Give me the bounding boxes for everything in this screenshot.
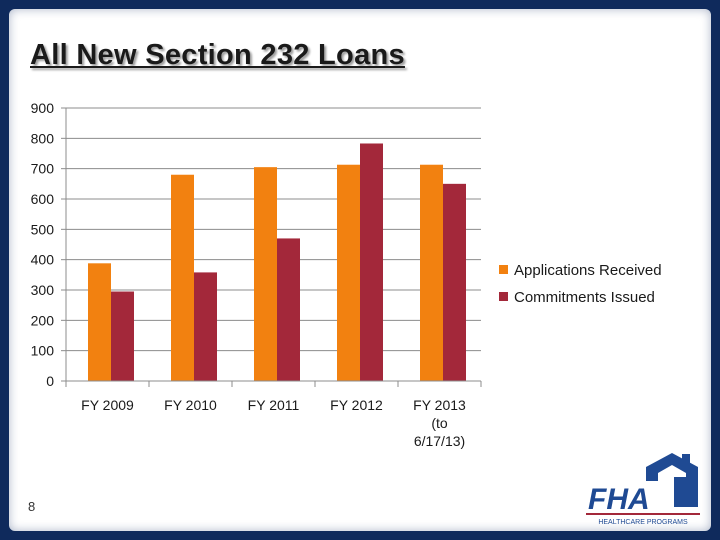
bar-applications-received (420, 164, 443, 381)
slide: All New Section 232 Loans 0 100 200 300 400 5… (9, 9, 711, 531)
y-tick-label: 800 (31, 130, 55, 146)
y-tick-label: 300 (31, 282, 55, 298)
legend: Applications Received Commitments Issued (499, 262, 662, 306)
x-tick-label: FY 2012 (330, 397, 383, 413)
x-tick-label: FY 2009 (81, 397, 134, 413)
axes (61, 107, 482, 387)
bar-applications-received (88, 263, 111, 381)
x-tick-label: (to (431, 415, 448, 431)
bar-commitments-issued (194, 272, 217, 381)
bar-chart: 0 100 200 300 400 500 600 700 800 900 FY 2009 FY 20… (31, 100, 662, 449)
y-tick-label: 600 (31, 191, 55, 207)
page-number: 8 (28, 499, 36, 514)
y-tick-label: 700 (31, 161, 55, 177)
legend-label: Applications Received (514, 262, 662, 279)
fha-logo: FHA HEALTHCARE PROGRAMS (586, 453, 700, 526)
y-tick-label: 200 (31, 312, 55, 328)
bars (88, 143, 466, 381)
x-tick-label: 6/17/13) (414, 433, 465, 449)
y-tick-label: 500 (31, 221, 55, 237)
y-tick-label: 0 (46, 373, 54, 389)
y-tick-label: 100 (31, 343, 55, 359)
legend-swatch (499, 265, 508, 274)
y-tick-label: 900 (31, 100, 55, 116)
y-tick-label: 400 (31, 252, 55, 268)
tick-labels: 0 100 200 300 400 500 600 700 800 900 FY 2009 FY 20… (31, 100, 466, 449)
slide-title: All New Section 232 Loans (30, 39, 405, 71)
bar-applications-received (254, 167, 277, 381)
bar-commitments-issued (277, 238, 300, 381)
logo-text: FHA (588, 483, 650, 516)
legend-label: Commitments Issued (514, 289, 655, 306)
x-tick-label: FY 2010 (164, 397, 217, 413)
bar-commitments-issued (111, 291, 134, 381)
bar-commitments-issued (443, 183, 466, 381)
x-tick-label: FY 2013 (413, 397, 466, 413)
legend-swatch (499, 292, 508, 301)
x-tick-label: FY 2011 (248, 397, 300, 413)
bar-applications-received (337, 164, 360, 381)
logo-subtext: HEALTHCARE PROGRAMS (598, 519, 688, 526)
bar-commitments-issued (360, 143, 383, 381)
bar-applications-received (171, 174, 194, 381)
